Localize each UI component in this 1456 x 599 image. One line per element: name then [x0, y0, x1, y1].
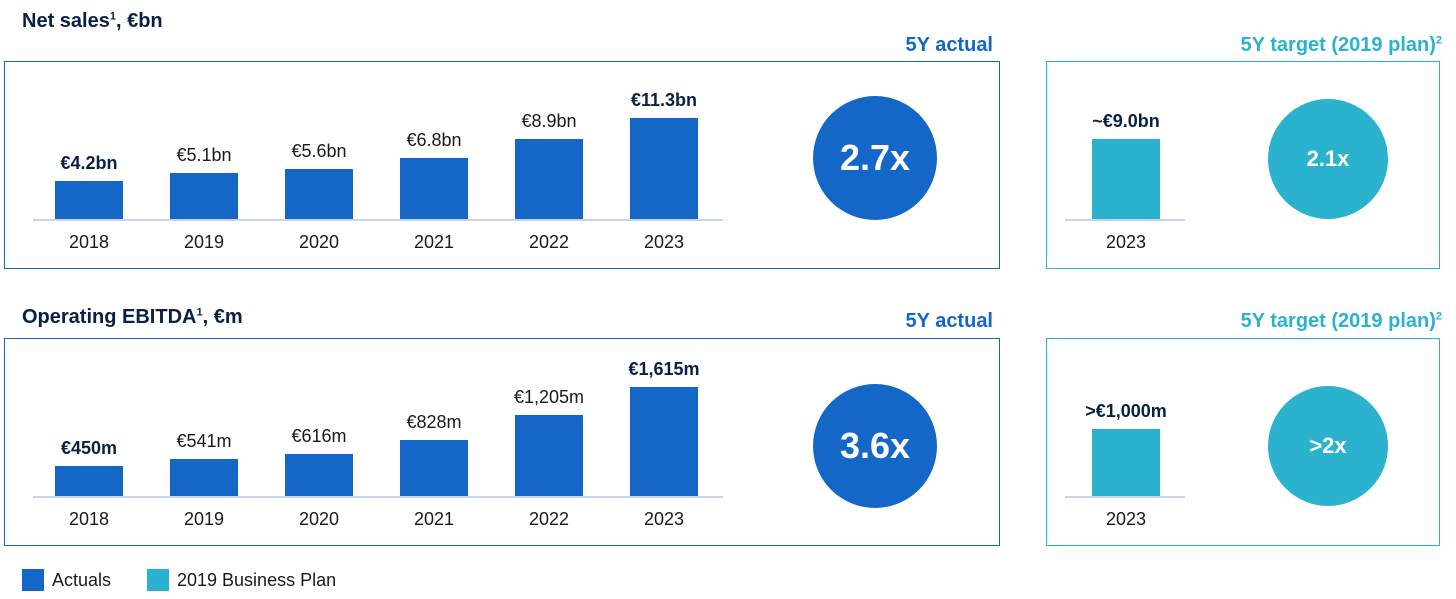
net-sales-value-label-2022: €8.9bn	[521, 111, 577, 132]
net-sales-tick-label-2021: 2021	[413, 232, 455, 252]
ebitda-actual-panel: €450m 2018 €541m 2019 €616m 2020 €828m 2021 €1,2…	[4, 338, 1000, 546]
ebitda-target-panel: >€1,000m 2023 >2x	[1046, 338, 1440, 546]
ebitda-target-tick-label-2023: 2023	[1105, 509, 1147, 529]
ebitda-value-label-2018: €450m	[60, 437, 118, 458]
ebitda-target-baseline	[1065, 496, 1185, 498]
net-sales-bar-2019	[170, 173, 238, 219]
net-sales-target-baseline	[1065, 219, 1185, 221]
ebitda-value-label-2022: €1,205m	[513, 386, 585, 407]
net-sales-target-tick-label-2023: 2023	[1105, 232, 1147, 252]
net-sales-bar-2021	[400, 158, 468, 219]
net-sales-multiplier-badge: 2.7x	[813, 96, 937, 220]
ebitda-value-label-2020: €616m	[291, 426, 347, 447]
net-sales-actual-header: 5Y actual	[905, 34, 993, 56]
ebitda-multiplier-badge: 3.6x	[813, 384, 937, 508]
legend-label-actuals: Actuals	[52, 569, 112, 590]
net-sales-bar-2018	[55, 181, 123, 219]
net-sales-bar-2023	[630, 118, 698, 219]
ebitda-tick-label-2023: 2023	[643, 509, 685, 529]
ebitda-value-label-2019: €541m	[176, 431, 232, 452]
net-sales-actual-panel: €4.2bn 2018 €5.1bn 2019 €5.6bn 2020 €6.8bn 2021…	[4, 61, 1000, 269]
net-sales-tick-label-2022: 2022	[528, 232, 570, 252]
legend-item-business-plan: 2019 Business Plan	[147, 569, 336, 591]
net-sales-tick-label-2019: 2019	[183, 232, 225, 252]
ebitda-value-label-2021: €828m	[406, 412, 462, 433]
ebitda-bar-2020	[285, 454, 353, 496]
legend-swatch-business-plan	[147, 569, 169, 591]
legend-swatch-actuals	[22, 569, 44, 591]
net-sales-value-label-2019: €5.1bn	[176, 145, 232, 166]
net-sales-target-header: 5Y target (2019 plan)2	[1240, 34, 1442, 56]
ebitda-tick-label-2022: 2022	[528, 509, 570, 529]
net-sales-value-label-2018: €4.2bn	[60, 153, 118, 174]
ebitda-target-header: 5Y target (2019 plan)2	[1240, 310, 1442, 332]
ebitda-bar-2021	[400, 440, 468, 496]
ebitda-bar-2019	[170, 459, 238, 496]
ebitda-bar-2023	[630, 387, 698, 496]
ebitda-baseline	[33, 496, 723, 498]
net-sales-target-panel: ~€9.0bn 2023 2.1x	[1046, 61, 1440, 269]
legend-label-business-plan: 2019 Business Plan	[177, 569, 337, 590]
ebitda-actual-header: 5Y actual	[905, 310, 993, 332]
ebitda-tick-label-2019: 2019	[183, 509, 225, 529]
legend-item-actuals: Actuals	[22, 569, 111, 591]
ebitda-title: Operating EBITDA1, €m	[22, 306, 243, 328]
ebitda-target-multiplier-badge: >2x	[1268, 386, 1388, 506]
ebitda-target-bar-2023	[1092, 428, 1160, 496]
ebitda-tick-label-2021: 2021	[413, 509, 455, 529]
net-sales-baseline	[33, 219, 723, 221]
ebitda-value-label-2023: €1,615m	[628, 359, 700, 379]
net-sales-value-label-2020: €5.6bn	[291, 140, 347, 161]
ebitda-tick-label-2020: 2020	[298, 509, 340, 529]
net-sales-tick-label-2020: 2020	[298, 232, 340, 252]
ebitda-bar-2018	[55, 465, 123, 496]
net-sales-value-label-2023: €11.3bn	[630, 90, 698, 110]
net-sales-value-label-2021: €6.8bn	[406, 130, 462, 151]
ebitda-target-value-label-2023: >€1,000m	[1085, 400, 1167, 421]
ebitda-bar-2022	[515, 414, 583, 496]
net-sales-bar-2022	[515, 139, 583, 219]
net-sales-tick-label-2023: 2023	[643, 232, 685, 252]
net-sales-tick-label-2018: 2018	[68, 232, 110, 252]
net-sales-target-value-label-2023: ~€9.0bn	[1092, 110, 1160, 131]
net-sales-title: Net sales1, €bn	[22, 10, 163, 32]
net-sales-bar-2020	[285, 168, 353, 219]
net-sales-target-multiplier-badge: 2.1x	[1268, 99, 1388, 219]
ebitda-tick-label-2018: 2018	[68, 509, 110, 529]
net-sales-target-bar-2023	[1092, 138, 1160, 219]
